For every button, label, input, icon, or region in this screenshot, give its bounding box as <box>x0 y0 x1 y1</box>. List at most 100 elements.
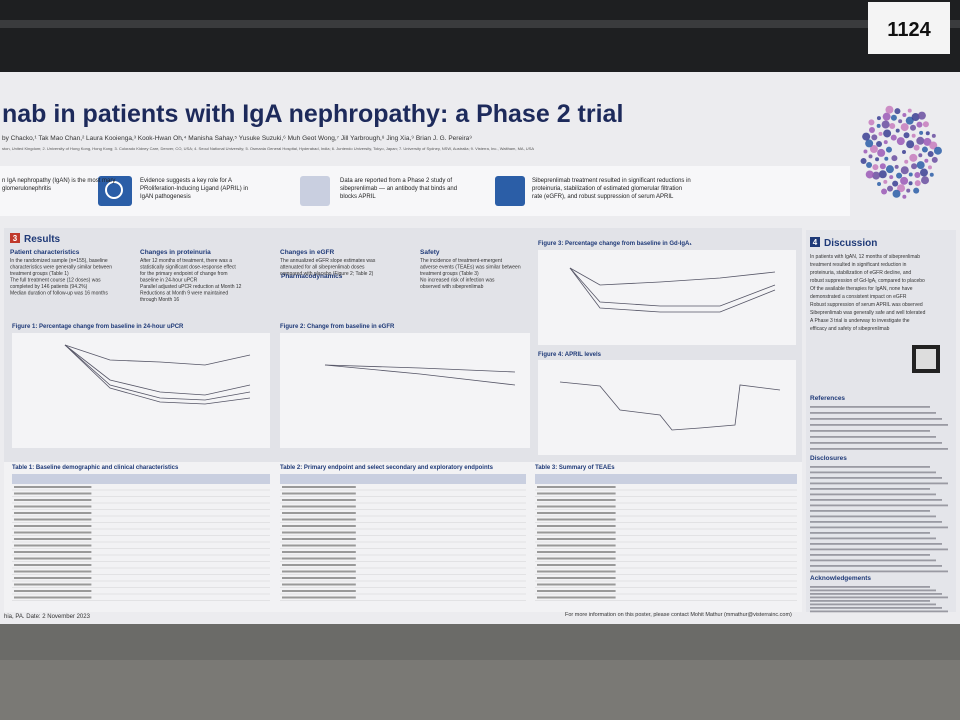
logo-dot <box>914 172 921 179</box>
table-cell <box>14 577 92 579</box>
text-line <box>810 493 936 496</box>
table-cell <box>537 525 616 527</box>
text-line <box>810 442 942 444</box>
column-text: The annualized eGFR slope estimates was <box>280 258 376 264</box>
number-card <box>868 2 950 54</box>
logo-dot <box>902 194 907 199</box>
logo-dot <box>911 113 920 122</box>
curve <box>64 344 251 396</box>
logo-dot <box>908 172 913 177</box>
text-line <box>810 488 930 490</box>
column-text: After 12 months of treatment, there was … <box>140 258 232 264</box>
logo-dot <box>911 133 916 138</box>
logo-dot <box>907 108 912 113</box>
table-cell <box>14 512 92 514</box>
column-text: Parallel adjusted uPCR reduction at Mont… <box>140 284 242 290</box>
logo-dot <box>887 185 894 192</box>
text-line <box>810 436 936 438</box>
column-text: The full treatment course (12 doses) was <box>10 278 101 284</box>
logo-dot <box>869 145 878 154</box>
section-number: 3 <box>13 234 18 243</box>
table-title: Table 2: Primary endpoint and select sec… <box>280 465 494 471</box>
logo-dot <box>929 172 934 177</box>
banner <box>0 166 850 216</box>
column-text: treatment groups (Table 1) <box>10 271 69 277</box>
logo-dot <box>883 129 892 138</box>
table-cell <box>14 525 92 527</box>
discussion-text: demonstrated a consistent impact on eGFR <box>810 294 907 300</box>
table-cell <box>14 531 92 534</box>
table-cell <box>14 557 92 560</box>
discussion-text: Sibeprenlimab was generally safe and wel… <box>810 310 926 316</box>
text-line <box>810 515 936 518</box>
table-cell <box>282 583 356 586</box>
text-line <box>810 554 930 556</box>
ceiling <box>0 0 960 75</box>
logo-dot <box>865 170 874 179</box>
logo-dot <box>917 111 926 120</box>
logo-dot <box>902 150 906 154</box>
curve <box>569 267 776 313</box>
table-cell <box>282 512 356 514</box>
column-heading: Patient characteristics <box>10 249 80 256</box>
column-text: No increased risk of infection was <box>420 278 495 284</box>
discussion-text: Robust suppression of serum APRIL was ob… <box>810 302 923 308</box>
logo-dot <box>924 158 929 163</box>
logo-dot <box>881 120 890 129</box>
logo-dot <box>885 105 894 114</box>
logo-dot <box>906 140 915 149</box>
section-number-box <box>810 237 820 247</box>
figure-art <box>64 267 781 431</box>
logo-dot <box>868 119 875 126</box>
table-cell <box>14 596 92 599</box>
qr-inner <box>916 349 936 369</box>
title: nab in patients with IgA nephropathy: a … <box>2 100 623 128</box>
column-text: Reductions at Month 9 were maintained <box>140 291 228 297</box>
table-cell <box>14 492 92 495</box>
table-cell <box>537 531 616 534</box>
table-cell <box>537 583 616 586</box>
section-heading: Results <box>24 234 61 245</box>
text-line <box>810 471 936 474</box>
logo-dot <box>876 140 883 147</box>
logo-dot <box>862 132 871 141</box>
logo-dot <box>872 164 879 171</box>
table-cell <box>14 590 92 592</box>
icon <box>98 176 132 206</box>
logo-dot <box>916 121 923 128</box>
banner-text: Data are reported from a Phase 2 study o… <box>340 178 457 200</box>
text-line <box>810 600 930 602</box>
table-cell <box>537 505 616 508</box>
table-cell <box>282 505 356 508</box>
discussion-text: A Phase 3 trial is underway to investiga… <box>810 318 910 324</box>
banner-text: Sibeprenlimab treatment resulted in sign… <box>532 178 691 200</box>
figure-title: Figure 3: Percentage change from baselin… <box>538 241 692 247</box>
table-cell <box>14 564 92 566</box>
banner-text: n IgA nephropathy (IgAN) is the most mar… <box>2 178 115 192</box>
table-cell <box>537 538 616 540</box>
table-cell <box>537 590 616 592</box>
logo-dot <box>904 159 909 164</box>
table-cell <box>14 499 92 501</box>
logo-dot <box>921 146 928 153</box>
text-line <box>810 430 930 432</box>
table-cell <box>282 518 356 521</box>
table-cell <box>537 570 616 573</box>
logo-dot <box>877 148 886 157</box>
logo-dot <box>908 181 913 186</box>
table-cell <box>537 486 616 488</box>
logo-dot <box>923 137 932 146</box>
logo-dot <box>895 128 900 133</box>
icon <box>495 176 525 206</box>
column-heading: Safety <box>420 249 440 256</box>
text-line <box>810 548 948 551</box>
column-text: adverse events (TEAEs) was similar betwe… <box>420 265 521 271</box>
text-line <box>810 570 948 573</box>
table-cell <box>537 544 616 547</box>
logo-dot <box>876 116 881 121</box>
table-cell <box>282 538 356 540</box>
logo-dot <box>885 165 894 174</box>
logo-dot <box>884 156 889 161</box>
table-cell <box>537 512 616 514</box>
table-title: Table 1: Baseline demographic and clinic… <box>12 465 179 471</box>
